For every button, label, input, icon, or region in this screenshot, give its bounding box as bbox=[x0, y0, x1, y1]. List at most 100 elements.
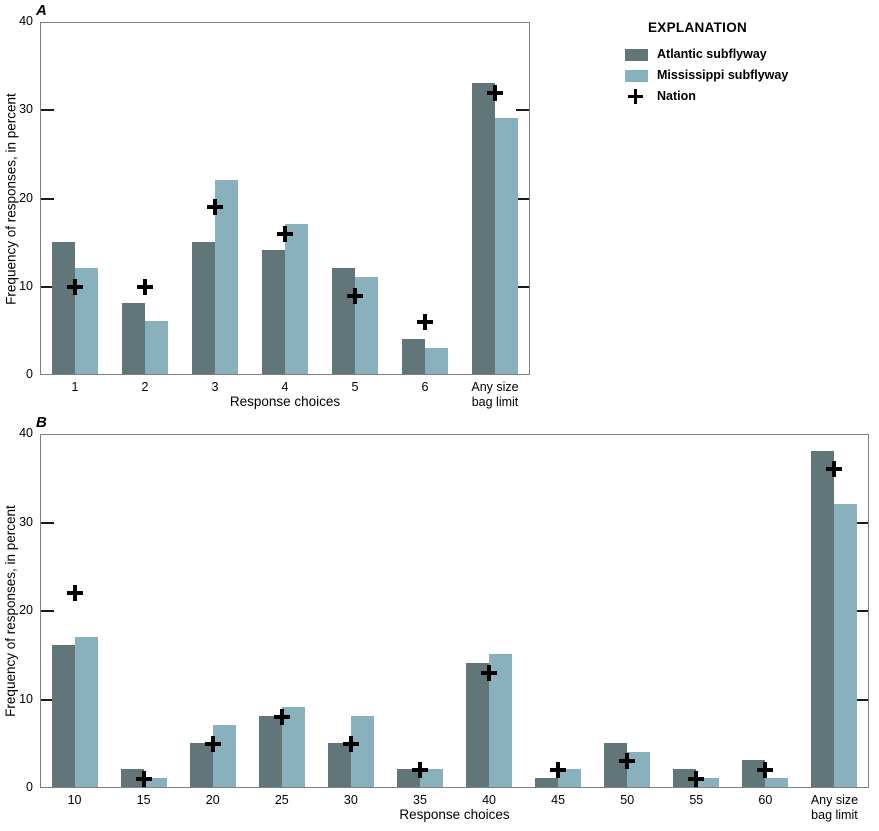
panel-a-nation-marker bbox=[213, 199, 217, 216]
panel-b-label: B bbox=[36, 414, 47, 431]
panel-a-x-category-label: 5 bbox=[351, 380, 359, 394]
panel-a-bar-mississippi bbox=[425, 347, 448, 374]
panel-a-x-category-label: 1 bbox=[71, 380, 79, 394]
panel-b-bar-mississippi bbox=[558, 769, 582, 787]
panel-b-nation-marker bbox=[763, 762, 768, 779]
atlantic-swatch-icon bbox=[625, 48, 648, 61]
legend-item-atlantic: Atlantic subflyway bbox=[625, 48, 788, 61]
panel-a-y-tick-label: 10 bbox=[19, 278, 33, 293]
panel-a-bar-atlantic bbox=[402, 338, 425, 374]
panel-b-y-tick-left bbox=[41, 698, 54, 701]
panel-b-nation-marker bbox=[487, 664, 492, 681]
panel-b-bar-mississippi bbox=[765, 778, 789, 787]
panel-b-bar-atlantic bbox=[396, 769, 420, 787]
panel-b-nation-marker bbox=[625, 753, 630, 770]
panel-b-y-tick-label: 20 bbox=[19, 603, 33, 617]
panel-b-y-axis-title: Frequency of responses, in percent bbox=[3, 505, 18, 717]
panel-b-x-category-label: 20 bbox=[205, 793, 220, 807]
panel-b-x-category-label: 55 bbox=[689, 793, 704, 807]
panel-a-x-category-label: 2 bbox=[141, 380, 149, 394]
panel-b-plot-area bbox=[40, 434, 869, 788]
panel-a-y-tick-label: 40 bbox=[19, 14, 33, 28]
panel-a-bar-atlantic bbox=[192, 241, 215, 374]
panel-a-y-tick-right bbox=[516, 285, 529, 288]
legend-item-label: Mississippi subflyway bbox=[657, 68, 789, 83]
panel-a-nation-marker bbox=[283, 225, 287, 242]
panel-a-nation-marker bbox=[493, 84, 497, 101]
panel-a-bar-atlantic bbox=[122, 303, 145, 374]
panel-b-bar-atlantic bbox=[51, 645, 75, 787]
panel-b-bar-atlantic bbox=[189, 742, 213, 787]
panel-a-y-tick-label: 20 bbox=[19, 190, 33, 205]
panel-a-bar-atlantic bbox=[332, 268, 355, 374]
panel-b-y-tick-left bbox=[41, 521, 54, 524]
panel-b-bar-mississippi bbox=[350, 716, 374, 787]
panel-a-bar-mississippi bbox=[355, 276, 378, 374]
panel-b-x-category-label: 30 bbox=[343, 793, 358, 807]
panel-b-bar-atlantic bbox=[604, 742, 628, 787]
panel-b-bar-atlantic bbox=[673, 769, 697, 787]
panel-a-x-category-label: Any size bag limit bbox=[471, 380, 519, 409]
panel-b-x-category-label: 45 bbox=[551, 793, 566, 807]
panel-b-bar-mississippi bbox=[281, 707, 305, 787]
panel-a-bar-atlantic bbox=[52, 241, 75, 374]
legend-item-label: Nation bbox=[657, 89, 696, 104]
panel-b-y-tick-label: 30 bbox=[19, 514, 33, 529]
panel-b-nation-marker bbox=[141, 771, 146, 788]
panel-b-bar-mississippi bbox=[143, 778, 167, 787]
legend-item-label: Atlantic subflyway bbox=[657, 47, 767, 62]
panel-b-y-tick-right bbox=[855, 521, 868, 524]
panel-a-bar-atlantic bbox=[262, 250, 285, 374]
panel-b-nation-marker bbox=[694, 771, 699, 788]
panel-b-x-category-label: Any size bag limit bbox=[810, 793, 859, 822]
mississippi-swatch-icon bbox=[625, 69, 648, 82]
panel-b-nation-marker bbox=[556, 762, 561, 779]
panel-b-nation-marker bbox=[210, 735, 215, 752]
legend-item-mississippi: Mississippi subflyway bbox=[625, 69, 788, 82]
panel-b-x-category-label: 25 bbox=[274, 793, 289, 807]
panel-b-nation-marker bbox=[417, 762, 422, 779]
panel-b-y-tick-right bbox=[855, 610, 868, 612]
panel-b-bar-mississippi bbox=[419, 769, 443, 787]
panel-a-bar-mississippi bbox=[495, 118, 518, 374]
panel-a-bar-atlantic bbox=[472, 82, 495, 374]
panel-b-x-axis-title: Response choices bbox=[399, 807, 510, 822]
panel-a-x-axis-title: Response choices bbox=[229, 394, 341, 409]
panel-b-bar-mississippi bbox=[696, 778, 720, 787]
panel-b-bar-atlantic bbox=[466, 663, 490, 787]
panel-b-bar-atlantic bbox=[535, 778, 559, 787]
legend: EXPLANATION Atlantic subflyway Mississip… bbox=[625, 20, 788, 111]
panel-b-x-category-label: 10 bbox=[67, 793, 82, 807]
panel-a-nation-marker bbox=[73, 278, 77, 295]
panel-b-bar-atlantic bbox=[742, 760, 766, 787]
panel-b-y-tick-label: 10 bbox=[19, 691, 33, 706]
legend-item-nation: Nation bbox=[625, 89, 788, 104]
panel-b-x-category-label: 40 bbox=[482, 793, 496, 807]
panel-b-bar-mississippi bbox=[627, 751, 651, 787]
panel-a-bar-mississippi bbox=[215, 179, 238, 374]
panel-a-y-tick-label: 30 bbox=[19, 102, 33, 117]
panel-b-bar-atlantic bbox=[258, 716, 282, 787]
panel-b-x-category-label: 60 bbox=[758, 793, 773, 807]
panel-a-y-tick-label: 0 bbox=[26, 367, 33, 381]
panel-a-x-category-label: 6 bbox=[421, 380, 429, 394]
panel-a-y-tick-left bbox=[41, 285, 54, 288]
panel-b-bar-atlantic bbox=[120, 769, 144, 787]
panel-a-y-tick-left bbox=[41, 197, 54, 200]
panel-b-bar-mississippi bbox=[489, 654, 513, 787]
panel-a-y-tick-right bbox=[516, 197, 529, 200]
legend-title: EXPLANATION bbox=[648, 20, 748, 35]
panel-a-nation-marker bbox=[423, 314, 427, 331]
panel-a-bar-mississippi bbox=[75, 268, 98, 374]
panel-b-nation-marker bbox=[348, 735, 353, 752]
panel-b-x-category-label: 15 bbox=[136, 793, 151, 807]
panel-b-y-tick-left bbox=[41, 610, 54, 612]
panel-b-x-category-label: 50 bbox=[620, 793, 635, 807]
panel-a-nation-marker bbox=[143, 278, 147, 295]
panel-a-y-tick-right bbox=[516, 109, 529, 112]
panel-a-plot-area bbox=[40, 22, 530, 375]
plus-marker-icon bbox=[625, 89, 648, 104]
panel-b-y-tick-label: 40 bbox=[19, 426, 33, 440]
panel-a-label: A bbox=[36, 2, 47, 19]
panel-b-nation-marker bbox=[832, 461, 837, 478]
